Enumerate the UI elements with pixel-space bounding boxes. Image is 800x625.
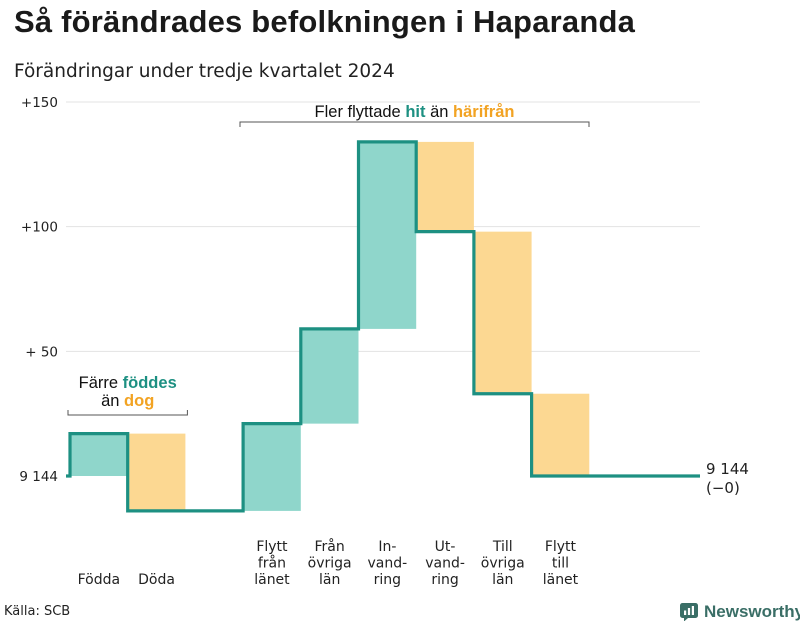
x-category-label-line: övriga [481, 556, 525, 572]
x-category-label-line: från [258, 555, 286, 572]
brand-logo[interactable]: Newsworthy [680, 599, 800, 625]
x-category-label-line: Ut- [435, 539, 456, 555]
x-category-label: In-vand-ring [368, 539, 408, 588]
bar-increase [243, 423, 301, 511]
annotation-bracket-left [67, 410, 188, 416]
annotation-text: Färre [79, 374, 123, 392]
x-category-label-line: Födda [78, 572, 120, 588]
annotation-highlight-doda: dog [124, 392, 154, 410]
brand-name: Newsworthy [704, 602, 800, 621]
x-category-label-line: län [492, 572, 513, 588]
y-tick-label: +150 [21, 95, 58, 111]
x-category-label-line: Från [315, 538, 345, 555]
bar-decrease [416, 141, 474, 232]
x-category-label: Till övriga län [481, 539, 525, 588]
bar-increase [300, 328, 359, 424]
annotation-left-line2: än dog [101, 392, 154, 410]
bar-decrease [473, 231, 532, 394]
x-category-label-line: vand- [368, 556, 408, 572]
x-category-label-line: vand- [425, 556, 465, 572]
newsworthy-logo-icon [680, 603, 698, 621]
running-total-line [66, 140, 700, 513]
x-category-label-line: länet [543, 572, 579, 588]
annotation-text: än [101, 392, 124, 410]
y-tick-label: 9 144 [19, 469, 58, 485]
annotation-left-line1: Färre föddes [79, 374, 177, 392]
bar-decrease [127, 433, 186, 511]
end-total-label: 9 144 [706, 460, 749, 478]
y-tick-label: +100 [21, 220, 58, 236]
annotation-highlight-hit: hit [405, 103, 426, 121]
x-category-label-line: In- [378, 539, 396, 555]
bar-increase [70, 433, 128, 476]
y-tick-label: + 50 [25, 344, 58, 360]
annotation-text: Fler flyttade [315, 103, 406, 121]
source-note: Källa: SCB [4, 604, 71, 619]
bar-increase [358, 141, 417, 329]
annotation-right-text: Fler flyttade hit än härifrån [315, 103, 515, 121]
x-category-label-line: till [552, 556, 569, 572]
annotation-highlight-fodda: föddes [123, 374, 177, 392]
x-category-label-line: Flytt [545, 539, 577, 555]
chart-subtitle: Förändringar under tredje kvartalet 2024 [14, 61, 395, 82]
x-category-label-line: län [319, 572, 340, 588]
x-category-label: Ut-vand-ring [425, 539, 465, 588]
x-category-label-line: länet [254, 572, 290, 588]
x-category-label-line: Döda [138, 572, 175, 588]
annotation-bracket-right [239, 121, 590, 127]
x-category-label: Från övriga län [308, 538, 352, 588]
x-category-label: Flytt till länet [543, 539, 579, 588]
annotation-text: än [426, 103, 454, 121]
x-category-label: Födda [78, 572, 120, 588]
x-category-label: Döda [138, 572, 175, 588]
x-category-label-line: övriga [308, 556, 352, 572]
x-category-label-line: ring [374, 572, 401, 588]
x-category-label-line: ring [431, 572, 458, 588]
x-category-label-line: Flytt [256, 539, 288, 555]
chart-title: Så förändrades befolkningen i Haparanda [14, 4, 636, 39]
bar-decrease [531, 393, 590, 476]
x-category-label: Flytt från länet [254, 539, 290, 588]
annotation-highlight-harifran: härifrån [453, 103, 514, 121]
x-category-label-line: Till [492, 539, 513, 555]
end-change-label: (−0) [706, 479, 740, 497]
